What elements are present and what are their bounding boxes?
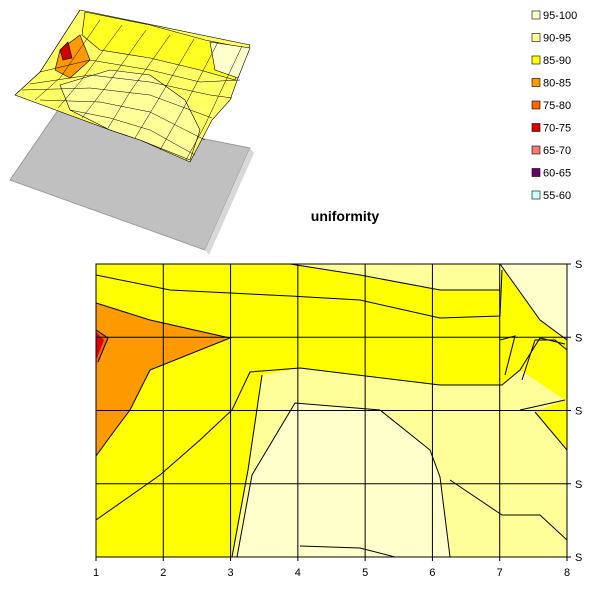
surface-floor-edge [205, 148, 254, 255]
contour-region-70-75 [96, 332, 104, 358]
surface-mesh-back [81, 11, 246, 81]
y-axis-ticks: S S S S S [567, 259, 582, 564]
y-tick-label: S [575, 552, 582, 564]
y-tick-label: S [575, 406, 582, 418]
legend-swatch-90-95 [531, 33, 541, 42]
legend-label-80-85: 80-85 [543, 78, 571, 90]
legend-swatch-75-80 [531, 100, 541, 110]
contour-region-90-95-top [96, 264, 567, 290]
contour-region-95-100-corner [500, 264, 567, 340]
grid-lines [96, 264, 567, 557]
legend: 95-100 90-95 85-90 80-85 75-80 70-75 65-70 60-6… [531, 10, 577, 202]
legend-swatch-85-90 [531, 55, 541, 65]
x-tick-label: 3 [228, 567, 234, 579]
legend-label-95-100: 95-100 [543, 10, 577, 22]
x-tick-label: 2 [160, 567, 166, 579]
surface-mesh-red [59, 41, 73, 61]
x-tick-label: 6 [429, 567, 435, 579]
legend-label-85-90: 85-90 [543, 55, 571, 67]
legend-swatch-60-65 [531, 168, 541, 177]
legend-label-90-95: 90-95 [543, 33, 571, 45]
x-axis-ticks: 1 2 3 4 5 6 7 8 [93, 557, 570, 579]
legend-label-65-70: 65-70 [543, 145, 571, 157]
legend-label-55-60: 55-60 [543, 190, 571, 202]
legend-swatch-65-70 [531, 145, 541, 155]
surface-mesh-orange [54, 34, 91, 79]
y-tick-label: S [575, 259, 582, 271]
legend-swatch-70-75 [531, 123, 541, 132]
legend-swatch-95-100 [531, 10, 541, 20]
contour-plot: 1 2 3 4 5 6 7 8 S S S S S [93, 259, 582, 579]
chart-title: uniformity [311, 208, 380, 224]
surface-mesh-lines [14, 9, 243, 161]
legend-label-75-80: 75-80 [543, 100, 571, 112]
legend-swatch-55-60 [531, 190, 541, 200]
x-tick-label: 1 [93, 567, 99, 579]
y-tick-label: S [575, 479, 582, 491]
surface-mesh-corner [209, 41, 251, 79]
x-tick-label: 7 [497, 567, 503, 579]
x-tick-label: 8 [564, 567, 570, 579]
y-tick-label: S [575, 332, 582, 344]
legend-label-60-65: 60-65 [543, 168, 571, 180]
contour-region-95-100-center [237, 403, 450, 557]
surface-mesh-light [59, 69, 201, 161]
x-tick-label: 4 [295, 567, 301, 579]
surface-3d-chart [9, 9, 254, 255]
contour-region-80-85 [96, 303, 230, 456]
x-tick-label: 5 [362, 567, 368, 579]
legend-label-70-75: 70-75 [543, 123, 571, 135]
legend-swatch-80-85 [531, 78, 541, 87]
